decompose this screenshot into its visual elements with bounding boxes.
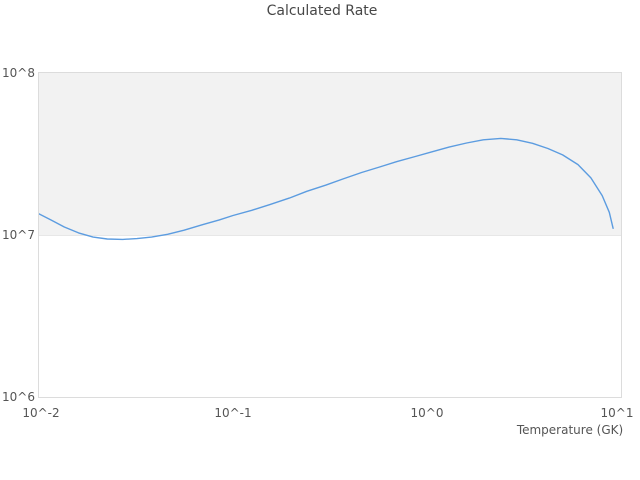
decade-band <box>39 73 621 236</box>
x-tick-label-1e-1: 10^-1 <box>214 406 252 420</box>
chart-title: Calculated Rate <box>266 3 378 19</box>
rate-curve-path <box>39 137 614 241</box>
rate-curve-svg <box>39 137 614 241</box>
x-tick-label-1e1: 10^1 <box>600 406 634 420</box>
x-axis-title: Temperature (GK) <box>516 423 624 437</box>
x-tick-label-1e0: 10^0 <box>410 406 444 420</box>
y-tick-label-1e7: 10^7 <box>2 228 35 242</box>
plot-area[interactable] <box>38 72 622 398</box>
y-tick-label-1e8: 10^8 <box>2 66 35 80</box>
y-tick-label-1e6: 10^6 <box>2 390 35 404</box>
x-tick-label-1e-2: 10^-2 <box>22 406 60 420</box>
